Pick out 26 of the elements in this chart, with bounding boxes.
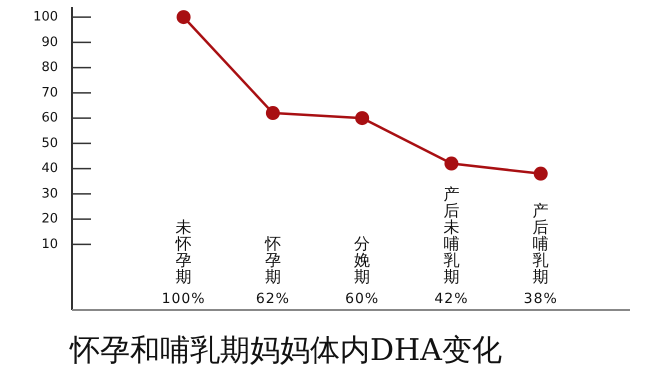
y-tick-label: 10	[41, 236, 58, 252]
annotation: 62%	[256, 291, 290, 307]
x-tick-label: 未怀孕期	[174, 218, 192, 286]
annotation: 38%	[524, 291, 558, 307]
x-tick-label: 产后哺乳期	[532, 201, 549, 286]
y-tick-label: 70	[41, 85, 58, 100]
x-tick-label: 怀孕期	[264, 234, 281, 286]
y-tick-label: 100	[33, 10, 58, 25]
y-tick-label: 30	[41, 186, 58, 202]
y-tick-label: 90	[41, 34, 58, 50]
point	[176, 10, 191, 24]
y-tick-label: 20	[41, 212, 58, 227]
y-tick-label: 60	[41, 110, 58, 126]
text: 怀孕和哺乳期妈妈体内DHA变化	[69, 333, 502, 368]
point	[534, 166, 548, 181]
point	[355, 111, 370, 126]
point	[266, 106, 280, 120]
annotation: 42%	[434, 291, 469, 307]
annotation: 60%	[345, 291, 380, 307]
point	[444, 156, 458, 171]
y-tick-label: 80	[41, 60, 58, 76]
annotation: 100%	[162, 291, 206, 307]
x-tick-label: 产后未哺乳期	[443, 184, 460, 286]
y-tick-label: 50	[41, 136, 58, 151]
x-tick-label: 分娩期	[354, 234, 370, 286]
y-tick-label: 40	[41, 161, 58, 176]
